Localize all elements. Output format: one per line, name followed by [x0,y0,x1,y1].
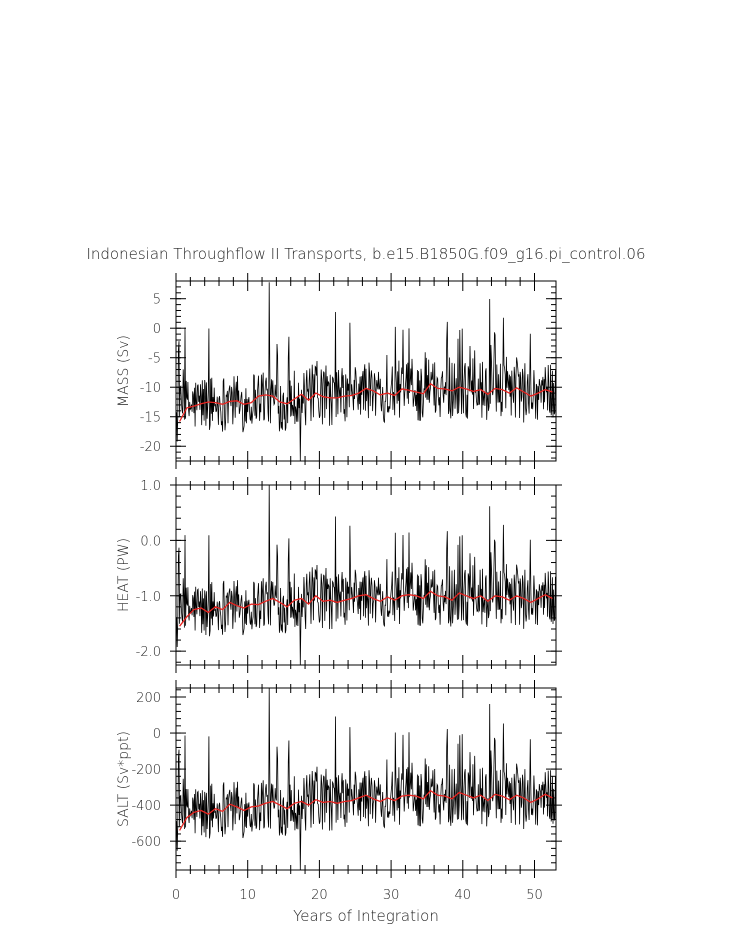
x-tick-label: 10 [239,888,256,903]
x-tick-label: 50 [526,888,543,903]
y-tick-label: -200 [131,763,161,778]
monthly-series-line [175,484,557,666]
y-tick-label: -10 [140,381,161,396]
annual-mean-line [179,590,553,627]
y-tick-label: -15 [140,411,161,426]
annual-mean-line [179,382,553,422]
panel-frame [175,280,557,462]
y-tick-label: 0.0 [140,534,161,549]
y-tick-label: 200 [136,691,161,706]
monthly-series-line [175,687,557,871]
y-tick-label: -400 [131,799,161,814]
y-tick-label: -5 [148,352,161,367]
y-tick-label: 1.0 [140,479,161,494]
y-tick-label: 5 [153,293,161,308]
x-tick-label: 0 [172,888,180,903]
x-tick-label: 20 [311,888,328,903]
x-tick-label: 40 [455,888,472,903]
y-tick-label: -20 [140,440,161,455]
y-axis-label: MASS (Sv) [116,335,132,407]
annual-mean-line [179,789,553,831]
y-tick-label: -2.0 [136,645,161,660]
panel-frame [175,687,557,871]
chart-title: Indonesian Throughflow II Transports, b.… [86,245,645,263]
y-axis-label: HEAT (PW) [116,538,132,612]
x-tick-label: 30 [383,888,400,903]
y-axis-label: SALT (Sv*ppt) [116,731,132,827]
monthly-series-line [175,282,557,462]
panel-frame [175,484,557,666]
y-tick-label: -1.0 [136,590,161,605]
x-axis-label: Years of Integration [293,907,439,925]
y-tick-label: 0 [153,322,161,337]
y-tick-label: 0 [153,727,161,742]
y-tick-label: -600 [131,835,161,850]
